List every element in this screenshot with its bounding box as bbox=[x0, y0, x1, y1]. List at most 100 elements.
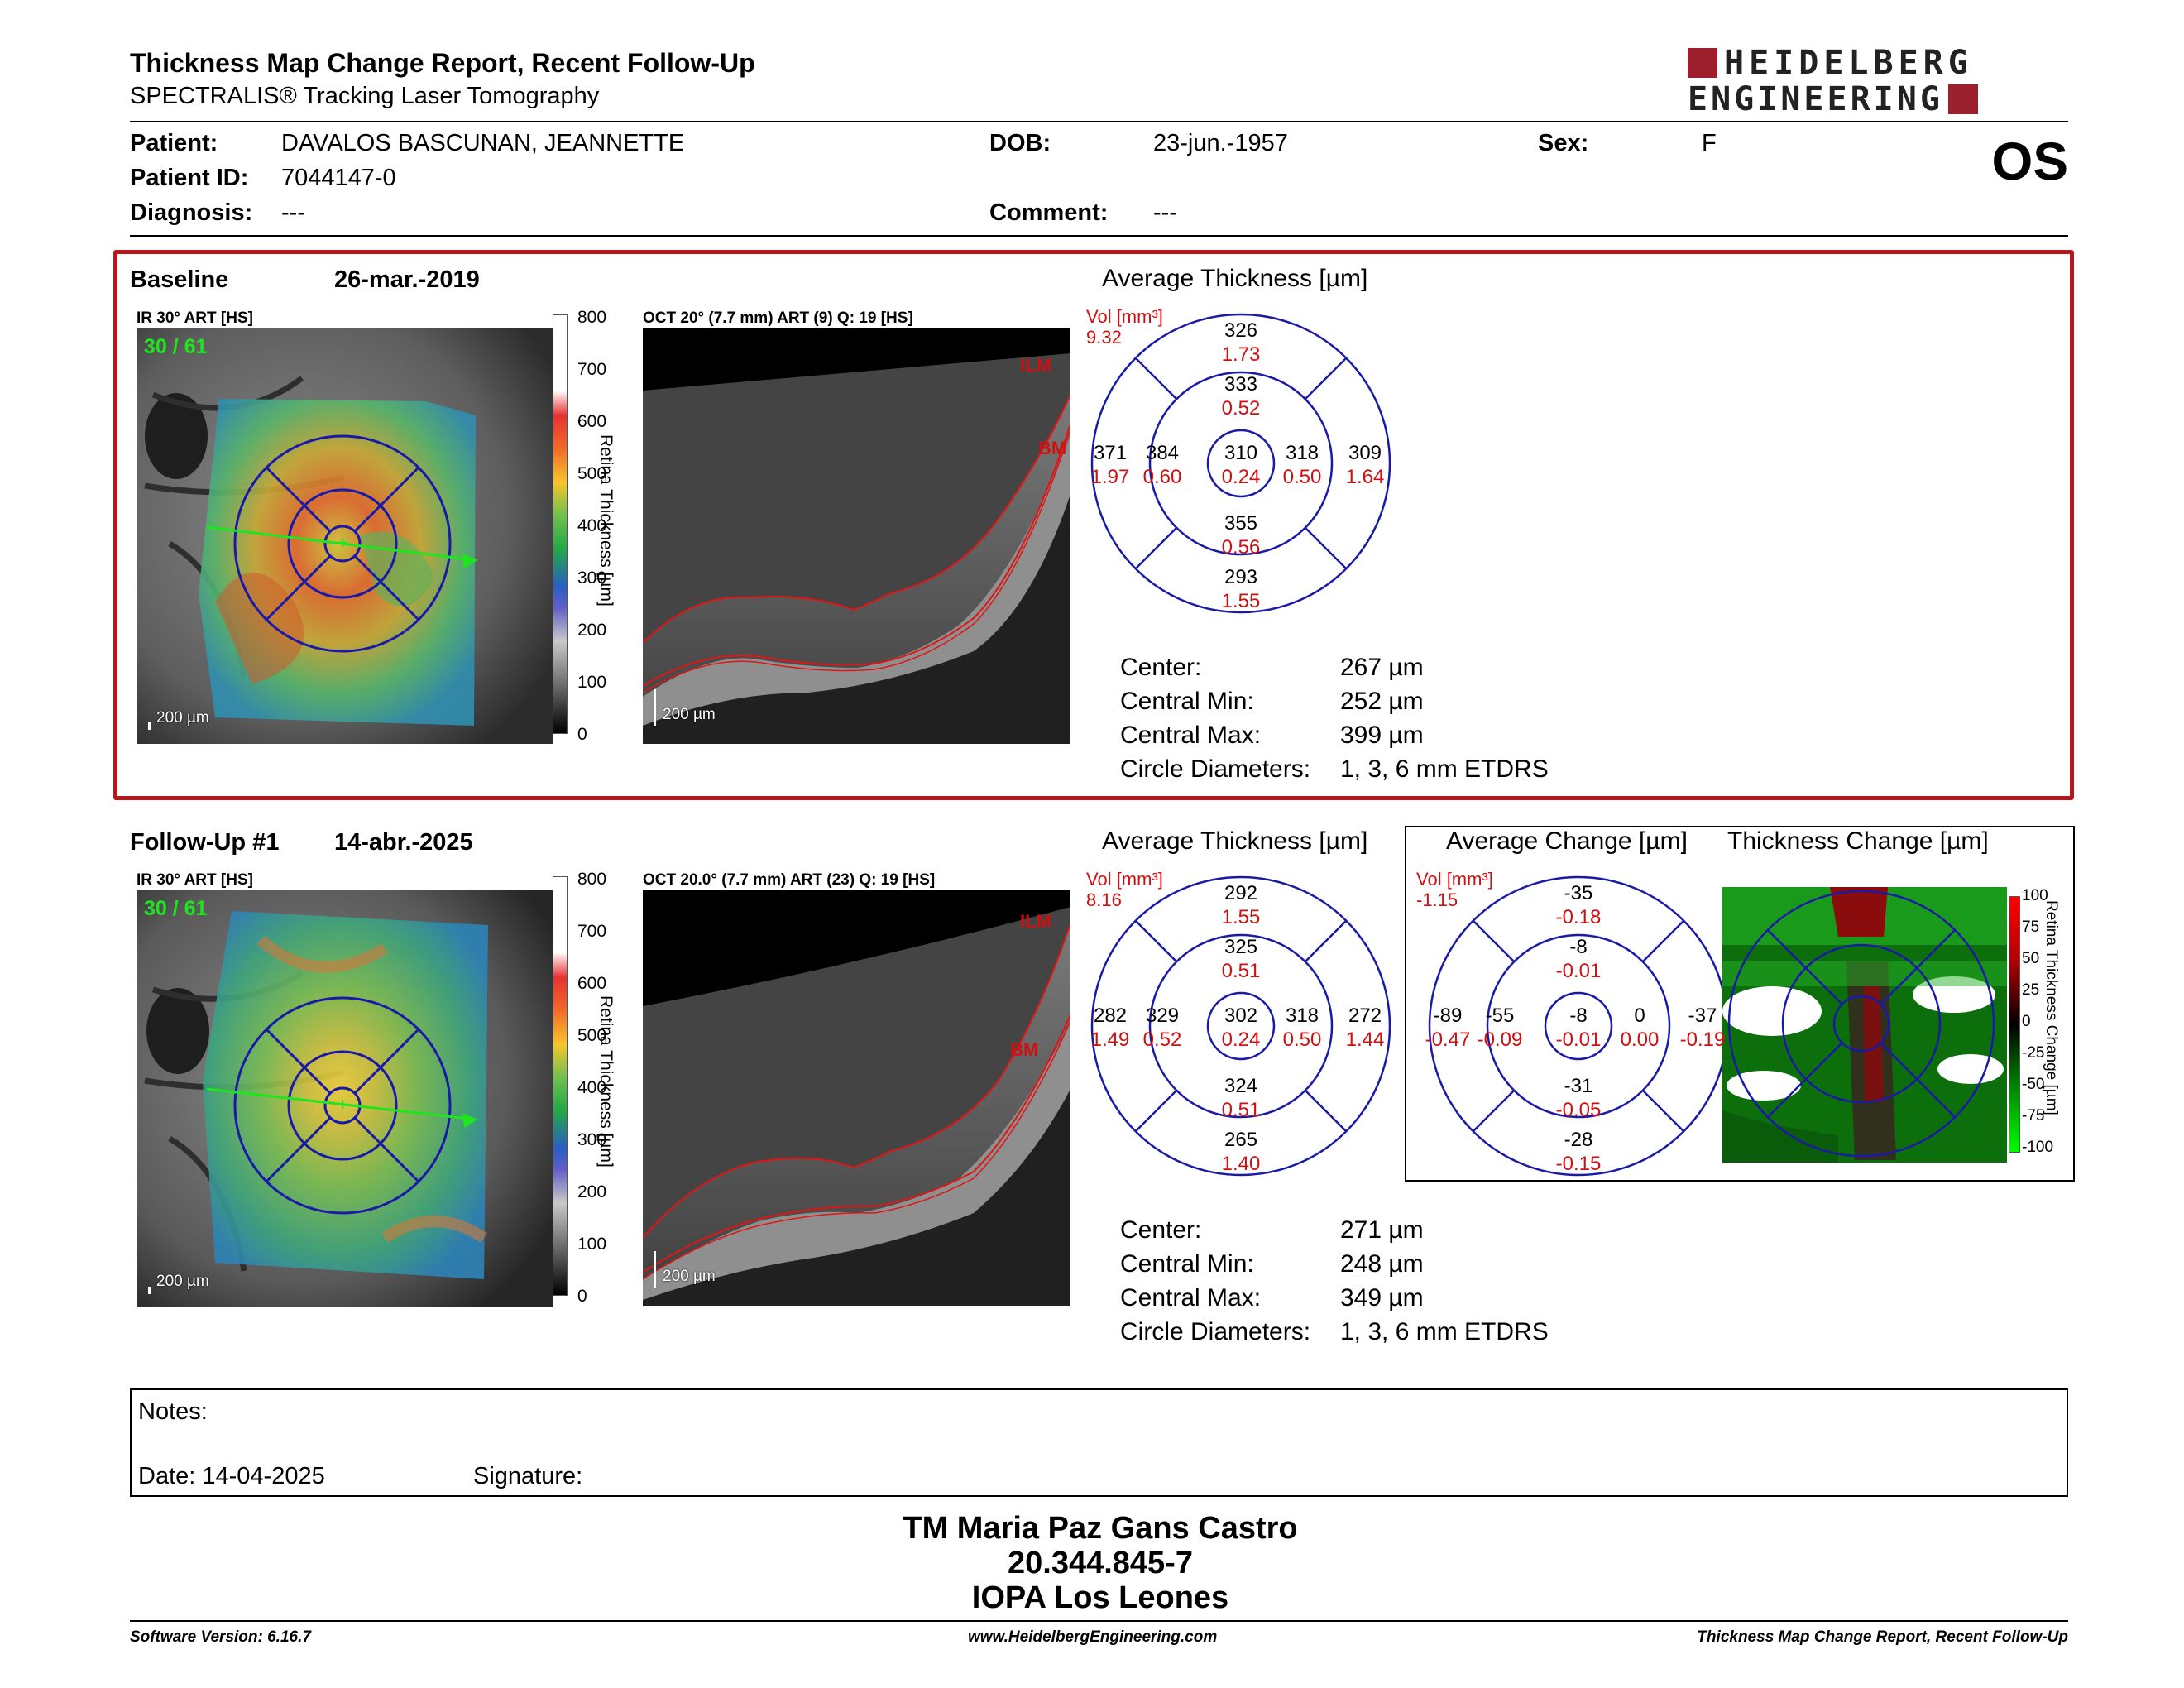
signature-label: Signature: bbox=[473, 1463, 583, 1489]
baseline-sector-inner-nas: 318 0.50 bbox=[1269, 441, 1335, 489]
baseline-cbar-tick: 100 bbox=[577, 673, 607, 692]
footer-website[interactable]: www.HeidelbergEngineering.com bbox=[968, 1628, 1218, 1646]
sex-value: F bbox=[1702, 130, 1717, 156]
baseline-oct-scale-label: 200 µm bbox=[663, 706, 716, 723]
change-etdrs-grid bbox=[1421, 869, 1736, 1183]
change-cbar-tick: 75 bbox=[2022, 918, 2040, 936]
baseline-stat-label: Circle Diameters: bbox=[1120, 755, 1311, 783]
followup-sector-center: 302 0.24 bbox=[1208, 1004, 1274, 1052]
followup-sector-thickness: 318 bbox=[1285, 1005, 1320, 1027]
baseline-sector-thickness: 309 bbox=[1348, 442, 1382, 464]
followup-sector-outer-nas: 272 1.44 bbox=[1332, 1004, 1398, 1052]
svg-text:+: + bbox=[338, 532, 348, 553]
followup-sector-volume: 0.24 bbox=[1221, 1029, 1261, 1051]
change-sector-outer-sup: -35 -0.18 bbox=[1545, 881, 1612, 929]
baseline-cbar-tick: 200 bbox=[577, 621, 607, 640]
notes-date: Date: 14-04-2025 bbox=[138, 1463, 325, 1489]
followup-avg-title: Average Thickness [µm] bbox=[1102, 827, 1368, 855]
logo-square-top bbox=[1688, 48, 1717, 78]
followup-sector-volume: 1.44 bbox=[1345, 1029, 1385, 1051]
change-sector-center: -8 -0.01 bbox=[1545, 1004, 1612, 1052]
baseline-colorbar bbox=[553, 314, 568, 734]
baseline-sector-outer-inf: 293 1.55 bbox=[1208, 565, 1274, 613]
followup-sector-thickness: 329 bbox=[1145, 1005, 1180, 1027]
baseline-avg-title: Average Thickness [µm] bbox=[1102, 265, 1368, 292]
change-title: Average Change [µm] bbox=[1446, 827, 1688, 855]
baseline-sector-thickness: 310 bbox=[1224, 442, 1258, 464]
followup-vol-label: Vol [mm³] bbox=[1086, 869, 1163, 890]
baseline-cbar-tick: 500 bbox=[577, 464, 607, 483]
change-sector-outer-temp: -89 -0.47 bbox=[1415, 1004, 1481, 1052]
change-panel bbox=[1405, 826, 2075, 1182]
change-sector-volume: -0.19 bbox=[1679, 1029, 1726, 1051]
footer-rule bbox=[130, 1620, 2068, 1622]
change-sector-outer-nas: -37 -0.19 bbox=[1669, 1004, 1736, 1052]
followup-cbar-tick: 400 bbox=[577, 1078, 607, 1097]
followup-cbar-tick: 200 bbox=[577, 1182, 607, 1201]
baseline-cbar-tick: 0 bbox=[577, 725, 587, 744]
followup-date: 14-abr.-2025 bbox=[334, 829, 473, 856]
change-sector-volume: -0.01 bbox=[1555, 960, 1602, 982]
followup-oct-scalebar bbox=[654, 1251, 656, 1288]
baseline-ir-scale-label: 200 µm bbox=[156, 709, 209, 727]
followup-ir-scalebar bbox=[148, 1287, 151, 1294]
baseline-sector-inner-inf: 355 0.56 bbox=[1208, 511, 1274, 559]
patient-rule bbox=[130, 235, 2068, 237]
patient-id: 7044147-0 bbox=[281, 165, 396, 191]
baseline-vol-total: 9.32 bbox=[1086, 327, 1122, 348]
logo-line2: ENGINEERING bbox=[1688, 80, 1943, 118]
followup-cbar-tick: 300 bbox=[577, 1130, 607, 1149]
report-title: Thickness Map Change Report, Recent Foll… bbox=[130, 48, 755, 78]
baseline-bm-label: BM bbox=[1038, 438, 1067, 458]
baseline-sector-volume: 0.24 bbox=[1221, 466, 1261, 488]
baseline-label: Baseline bbox=[130, 266, 229, 293]
followup-sector-volume: 0.51 bbox=[1221, 960, 1261, 982]
followup-sector-outer-sup: 292 1.55 bbox=[1208, 881, 1274, 929]
notes-box: Notes: Date: 14-04-2025 Signature: bbox=[130, 1388, 2068, 1497]
change-cbar-tick: -100 bbox=[2022, 1139, 2054, 1156]
change-cbar-tick: -75 bbox=[2022, 1107, 2045, 1125]
baseline-sector-volume: 1.97 bbox=[1090, 466, 1130, 488]
baseline-sector-volume: 0.52 bbox=[1221, 397, 1261, 420]
followup-ir-thickness-map: + 30 / 61 200 µm bbox=[136, 890, 553, 1307]
baseline-sector-volume: 1.55 bbox=[1221, 590, 1261, 612]
baseline-sector-volume: 0.50 bbox=[1282, 466, 1322, 488]
followup-stat-label: Central Min: bbox=[1120, 1250, 1254, 1278]
baseline-sector-thickness: 293 bbox=[1224, 566, 1258, 588]
followup-vol-total: 8.16 bbox=[1086, 890, 1122, 910]
baseline-sector-thickness: 355 bbox=[1224, 512, 1258, 535]
patient-name: DAVALOS BASCUNAN, JEANNETTE bbox=[281, 130, 685, 156]
followup-stat-value: 1, 3, 6 mm ETDRS bbox=[1340, 1318, 1549, 1345]
baseline-stat-label: Central Max: bbox=[1120, 722, 1262, 749]
footer-software-version: Software Version: 6.16.7 bbox=[130, 1628, 311, 1646]
footer-report-name: Thickness Map Change Report, Recent Foll… bbox=[1697, 1628, 2068, 1646]
followup-sector-outer-inf: 265 1.40 bbox=[1208, 1128, 1274, 1176]
baseline-sector-volume: 0.56 bbox=[1221, 536, 1261, 559]
signature-name: TM Maria Paz Gans Castro bbox=[903, 1511, 1298, 1546]
baseline-stat-label: Central Min: bbox=[1120, 688, 1254, 715]
baseline-sector-center: 310 0.24 bbox=[1208, 441, 1274, 489]
baseline-cbar-tick: 600 bbox=[577, 412, 607, 431]
change-vol-total: -1.15 bbox=[1416, 890, 1458, 910]
diagnosis-label: Diagnosis: bbox=[130, 199, 253, 226]
followup-stat-value: 349 µm bbox=[1340, 1284, 1424, 1312]
change-sector-thickness: -37 bbox=[1688, 1005, 1717, 1027]
change-sector-thickness: -8 bbox=[1569, 936, 1588, 958]
followup-stat-label: Center: bbox=[1120, 1216, 1202, 1244]
change-sector-thickness: -55 bbox=[1485, 1005, 1515, 1027]
change-sector-volume: -0.01 bbox=[1555, 1029, 1602, 1051]
baseline-ir-scalebar bbox=[148, 722, 151, 730]
baseline-date: 26-mar.-2019 bbox=[334, 266, 480, 293]
followup-ir-counter: 30 / 61 bbox=[144, 897, 208, 920]
followup-sector-inner-temp: 329 0.52 bbox=[1129, 1004, 1195, 1052]
thickness-change-map bbox=[1722, 887, 2007, 1163]
baseline-vol: Vol [mm³] 9.32 bbox=[1086, 306, 1163, 348]
diagnosis-value: --- bbox=[281, 199, 305, 226]
baseline-sector-volume: 1.73 bbox=[1221, 343, 1261, 366]
patient-label: Patient: bbox=[130, 130, 218, 156]
baseline-sector-thickness: 326 bbox=[1224, 319, 1258, 342]
followup-oct-bscan: ILM BM 200 µm bbox=[643, 890, 1070, 1306]
baseline-etdrs-grid bbox=[1084, 306, 1398, 621]
followup-sector-volume: 1.49 bbox=[1090, 1029, 1130, 1051]
baseline-sector-thickness: 333 bbox=[1224, 373, 1258, 396]
